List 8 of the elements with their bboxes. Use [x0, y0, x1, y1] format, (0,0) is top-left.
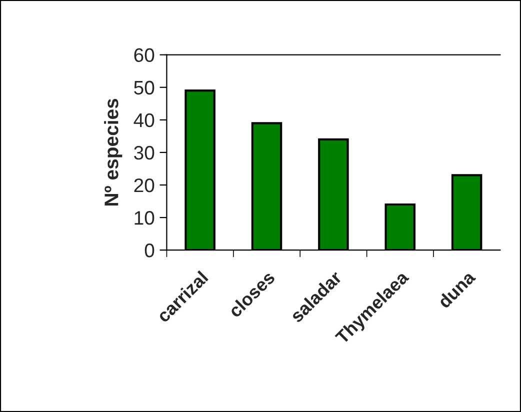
y-tick-label: 40	[134, 113, 154, 128]
y-tick-label: 60	[134, 48, 154, 62]
y-tick-label: 20	[134, 178, 154, 192]
y-tick-label: 0	[144, 244, 154, 258]
y-tick-label: 30	[134, 146, 154, 160]
y-tick-label: 10	[134, 211, 154, 225]
y-axis-title: Nº especies	[104, 98, 122, 206]
y-tick-label: 50	[134, 80, 154, 95]
